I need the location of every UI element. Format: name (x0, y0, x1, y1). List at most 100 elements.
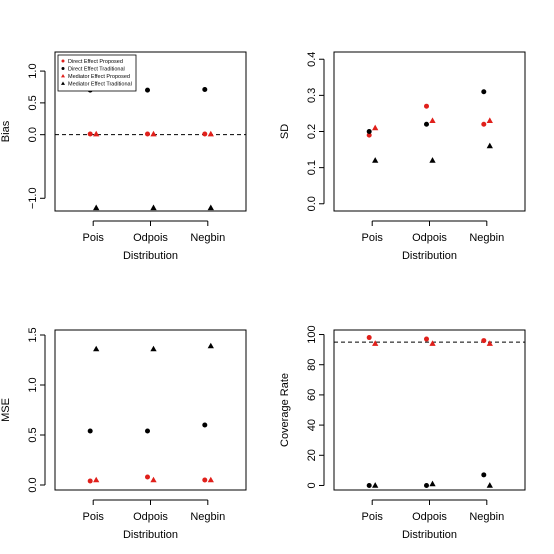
point-circle (481, 121, 487, 127)
panel-top-right: 0.0 0.1 0.2 0.3 0.4 SD Pois Odpois Negbin Distrib… (279, 51, 526, 262)
x-tick-label: Negbin (190, 511, 225, 523)
point-circle (424, 482, 429, 488)
series (372, 340, 493, 346)
point-triangle (372, 124, 379, 131)
panel-top-left: −1.0 0.0 0.5 1.0 Bias Pois Odpois Negbin Distrib… (0, 51, 247, 262)
x-axis: Pois Odpois Negbin Distribution (361, 499, 504, 541)
y-tick-label: 100 (306, 325, 318, 343)
legend-box (57, 54, 137, 92)
series (372, 142, 493, 163)
x-axis-title: Distribution (123, 529, 178, 541)
point-triangle (429, 117, 436, 123)
point-triangle (429, 340, 436, 346)
y-axis: 0 20 40 60 80 100 Coverage Rate (279, 325, 325, 489)
x-tick-label: Negbin (190, 232, 225, 244)
plot-frame (333, 51, 526, 212)
point-circle (366, 482, 372, 488)
series (372, 480, 493, 488)
plot-frame (54, 329, 247, 491)
point-triangle (207, 342, 214, 349)
series (93, 342, 214, 352)
series (93, 204, 214, 211)
series (93, 476, 214, 483)
point-circle (145, 474, 150, 480)
point-triangle (150, 130, 157, 137)
y-tick-label: 0.0 (306, 196, 318, 211)
point-circle (366, 335, 372, 341)
y-tick-label: −1.0 (27, 187, 39, 209)
point-triangle (93, 345, 100, 352)
x-tick-label: Odpois (412, 511, 447, 523)
point-triangle (372, 482, 379, 488)
y-axis-title: SD (279, 124, 291, 139)
point-circle (87, 131, 93, 137)
series (366, 335, 487, 344)
series (87, 422, 208, 434)
series (93, 130, 214, 137)
legend-label: Direct Effect Traditional (68, 67, 125, 73)
x-tick-label: Pois (82, 511, 104, 523)
plot-frame (54, 51, 247, 212)
point-triangle (207, 130, 214, 137)
x-axis-title: Distribution (123, 250, 178, 262)
panel-bottom-left: 0.0 0.5 1.0 1.5 MSE Pois Odpois Negbin Distribut… (0, 327, 247, 541)
point-circle (145, 428, 150, 434)
y-tick-label: 0.2 (306, 124, 318, 139)
legend-label: Mediator Effect Traditional (68, 82, 132, 88)
legend-marker-circle (61, 67, 65, 70)
point-circle (366, 129, 372, 134)
y-tick-label: 0.0 (27, 127, 39, 142)
point-triangle (150, 476, 157, 483)
y-tick-label: 80 (306, 359, 318, 371)
x-axis: Pois Odpois Negbin Distribution (82, 220, 225, 262)
x-tick-label: Negbin (469, 232, 504, 244)
point-circle (481, 472, 487, 478)
y-axis-title: MSE (0, 398, 12, 422)
point-circle (202, 422, 208, 428)
point-triangle (150, 204, 157, 211)
point-circle (87, 478, 93, 484)
point-circle (481, 338, 487, 344)
legend-marker-triangle (61, 81, 65, 85)
point-triangle (207, 204, 214, 211)
legend-marker-triangle (61, 74, 65, 78)
y-tick-label: 0.1 (306, 160, 318, 175)
point-circle (145, 87, 150, 93)
point-triangle (372, 340, 379, 346)
y-tick-label: 40 (306, 419, 318, 431)
point-circle (424, 103, 429, 109)
legend: Direct Effect Proposed Direct Effect Trad… (57, 54, 137, 92)
legend-label: Mediator Effect Proposed (68, 74, 130, 80)
x-axis: Pois Odpois Negbin Distribution (82, 499, 225, 541)
point-triangle (207, 476, 214, 483)
series (372, 117, 493, 131)
y-tick-label: 20 (306, 449, 318, 461)
point-circle (202, 87, 208, 93)
y-tick-label: 0.5 (27, 427, 39, 442)
point-triangle (486, 142, 493, 149)
point-circle (424, 121, 429, 127)
point-triangle (486, 482, 493, 488)
x-tick-label: Odpois (412, 232, 447, 244)
point-triangle (150, 345, 157, 352)
y-tick-label: 0.0 (27, 477, 39, 492)
series (87, 474, 208, 484)
legend-marker-circle (61, 59, 65, 63)
y-tick-label: 60 (306, 389, 318, 401)
legend-label: Direct Effect Proposed (68, 59, 123, 65)
point-triangle (93, 130, 100, 137)
series (366, 89, 487, 134)
point-triangle (93, 204, 100, 211)
point-triangle (486, 340, 493, 346)
x-tick-label: Pois (361, 511, 383, 523)
point-circle (202, 477, 208, 483)
series (366, 472, 487, 488)
point-circle (424, 336, 429, 342)
point-triangle (429, 480, 436, 487)
point-triangle (429, 157, 436, 163)
point-triangle (93, 476, 100, 483)
plot-frame (333, 329, 526, 491)
y-axis: −1.0 0.0 0.5 1.0 Bias (0, 63, 46, 209)
x-tick-label: Odpois (133, 232, 168, 244)
